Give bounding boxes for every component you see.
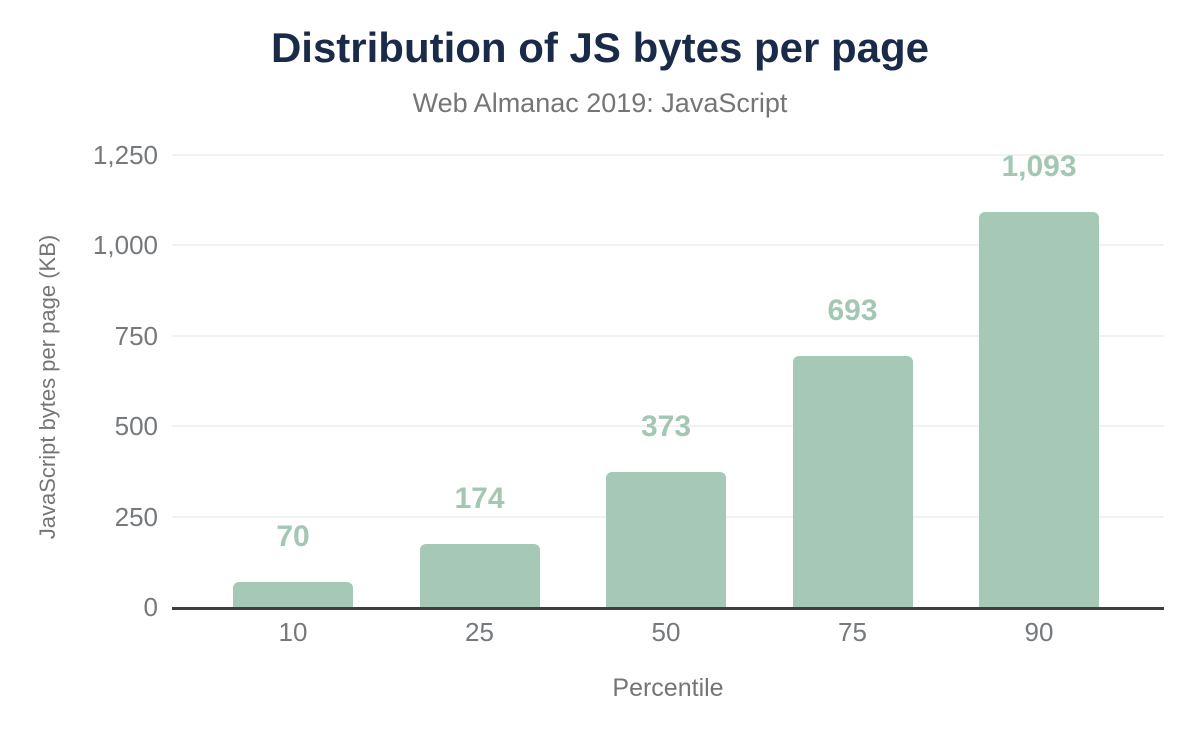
bar-group: 373 bbox=[606, 155, 726, 607]
chart-subtitle: Web Almanac 2019: JavaScript bbox=[412, 88, 788, 118]
y-tick-label: 500 bbox=[114, 411, 158, 442]
x-tick-label: 50 bbox=[651, 617, 681, 647]
x-tick-label: 10 bbox=[278, 617, 308, 647]
gridline bbox=[172, 334, 1164, 337]
bar-value-label: 70 bbox=[276, 519, 310, 553]
y-tick-label: 750 bbox=[114, 320, 158, 351]
bar-value-label: 174 bbox=[454, 482, 505, 516]
gridline bbox=[172, 244, 1164, 247]
bar-value-label: 693 bbox=[827, 294, 878, 328]
x-tick-label: 75 bbox=[838, 617, 867, 647]
plot-area: 70 174 373 693 1,093 bbox=[172, 150, 1164, 610]
x-tick-label: 90 bbox=[1024, 617, 1054, 647]
bar bbox=[233, 581, 353, 607]
bar-value-label: 373 bbox=[640, 410, 692, 444]
bar bbox=[792, 356, 913, 607]
x-tick-label: 25 bbox=[465, 617, 494, 647]
bar bbox=[419, 544, 540, 607]
x-axis-ticks: 10 25 50 75 90 bbox=[172, 616, 1164, 648]
gridline bbox=[172, 154, 1164, 156]
x-axis-title: Percentile bbox=[612, 674, 724, 702]
gridline bbox=[172, 425, 1164, 428]
y-tick-label: 1,000 bbox=[92, 230, 158, 261]
chart-title: Distribution of JS bytes per page bbox=[270, 24, 930, 71]
bar-value-label: 1,093 bbox=[1001, 149, 1077, 183]
bar-group: 174 bbox=[419, 155, 540, 607]
y-tick-label: 250 bbox=[114, 501, 158, 532]
y-tick-label: 0 bbox=[143, 592, 158, 622]
bar-group: 70 bbox=[233, 155, 353, 607]
y-axis-ticks: 0 250 500 750 1,000 1,250 bbox=[0, 140, 158, 622]
y-tick-label: 1,250 bbox=[92, 140, 158, 170]
x-axis-line bbox=[172, 607, 1164, 610]
bar-group: 1,093 bbox=[979, 150, 1099, 607]
bar-group: 693 bbox=[792, 155, 913, 607]
bar bbox=[979, 211, 1099, 607]
bar bbox=[606, 472, 726, 607]
